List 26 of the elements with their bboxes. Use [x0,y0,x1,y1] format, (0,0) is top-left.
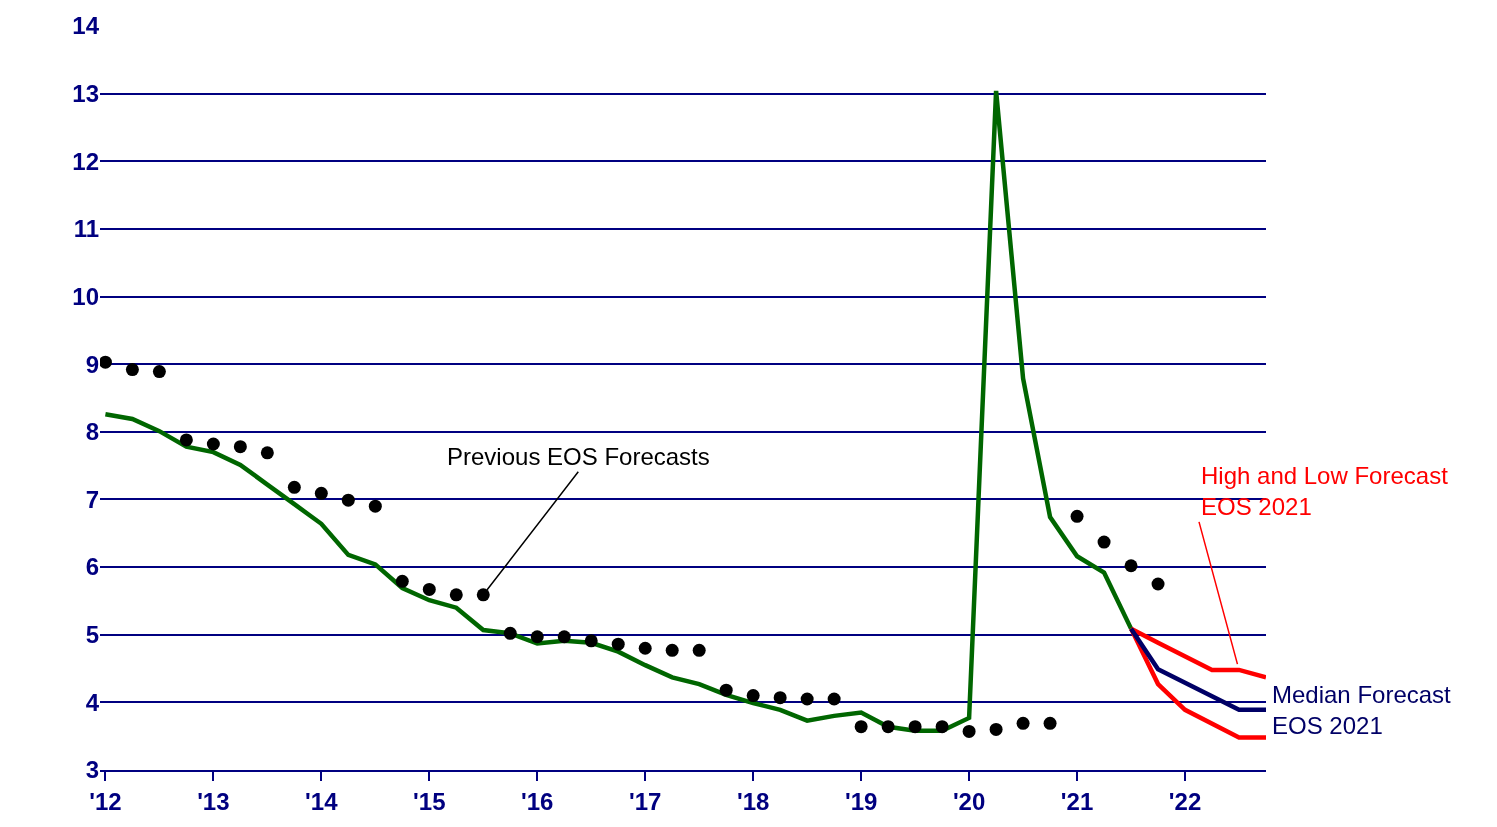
x-tick-label: '18 [736,787,770,815]
y-tick-label: 9 [85,350,99,378]
x-tick-label: '13 [197,787,230,815]
y-tick-label: 4 [85,688,100,716]
y-tick-label: 14 [72,12,100,40]
y-tick-label: 6 [85,553,99,581]
y-tick-label: 10 [72,282,99,310]
x-tick-label: '20 [952,787,986,815]
x-tick-label: '16 [521,787,554,815]
y-tick-label: 11 [73,215,99,243]
annotation: High and Low Forecast EOS 2021 [1201,462,1449,521]
x-tick-label: '15 [413,787,446,815]
y-tick-label: 8 [85,418,99,446]
x-tick-label: '22 [1168,787,1202,815]
y-tick-label: 5 [85,621,99,649]
x-tick-label: '19 [844,787,878,815]
y-tick-label: 12 [72,147,99,175]
y-tick-label: 7 [85,485,99,513]
annotation: Previous EOS Forecasts [447,443,710,470]
series-label: Median Forecast EOS 2021 [1272,681,1452,740]
y-tick-label: 3 [85,756,99,784]
y-tick-label: 13 [72,80,99,108]
x-tick-label: '14 [305,787,339,815]
x-tick-label: '21 [1060,787,1094,815]
x-tick-label: '17 [629,787,662,815]
x-tick-label: '12 [89,787,122,815]
